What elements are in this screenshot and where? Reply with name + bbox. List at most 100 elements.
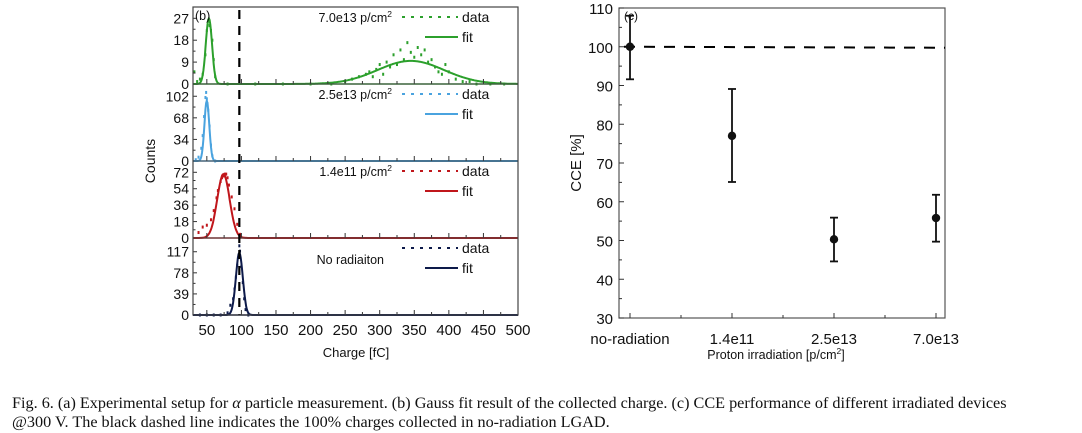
data-point bbox=[196, 80, 199, 84]
data-point bbox=[194, 158, 197, 162]
figure: 0 9 18 27 7.0e13 p/cm2 data fit 0 34 68 102 2.5e13 … bbox=[142, 1, 959, 362]
data-point bbox=[378, 63, 381, 67]
label-tail: ] bbox=[841, 348, 844, 362]
y-tick-label: 100 bbox=[588, 40, 613, 57]
x-tick-label: no-radiation bbox=[590, 331, 669, 348]
y-tick-label: 39 bbox=[173, 286, 189, 302]
x-tick-label: 400 bbox=[436, 322, 461, 339]
y-tick-label: 78 bbox=[173, 265, 189, 281]
data-point bbox=[207, 108, 210, 112]
data-point bbox=[409, 50, 412, 54]
data-point bbox=[201, 134, 204, 138]
data-point bbox=[212, 58, 215, 62]
y-tick-label: 90 bbox=[596, 79, 613, 96]
cce-chart: 30 40 50 60 70 80 90 100 110 no-radiation 1.4e11 2.… bbox=[568, 1, 959, 362]
subplot-0: 0 9 18 27 7.0e13 p/cm2 data fit bbox=[173, 9, 519, 92]
panel-tag: (c) bbox=[624, 9, 638, 23]
data-point bbox=[198, 77, 201, 81]
data-point bbox=[416, 46, 419, 49]
data-point bbox=[468, 80, 471, 84]
data-point bbox=[364, 72, 367, 76]
data-point bbox=[206, 102, 209, 106]
data-point bbox=[413, 55, 416, 59]
data-point bbox=[200, 146, 203, 150]
y-tick-label: 27 bbox=[173, 10, 189, 26]
data-point bbox=[368, 70, 371, 74]
y-tick-label: 0 bbox=[181, 153, 189, 169]
x-tick-label: 2.5e13 bbox=[811, 331, 857, 348]
panel-label: 2.5e13 p/cm2 bbox=[318, 86, 392, 102]
panel-label: 1.4e11 p/cm2 bbox=[319, 163, 392, 179]
x-tick-label: 300 bbox=[367, 322, 392, 339]
data-point bbox=[389, 65, 392, 69]
caption-text: Fig. 6. (a) Experimental setup for bbox=[12, 394, 233, 412]
panel-label: No radiaiton bbox=[317, 253, 384, 267]
x-tick-label: 450 bbox=[471, 322, 496, 339]
y-tick-label: 102 bbox=[166, 88, 190, 104]
data-point bbox=[420, 53, 423, 57]
data-point bbox=[434, 65, 437, 69]
data-point bbox=[201, 72, 204, 76]
y-tick-label: 72 bbox=[173, 164, 189, 180]
x-axis-label: Proton irradiation [p/cm2] bbox=[707, 346, 844, 362]
data-point bbox=[230, 195, 233, 199]
data-point bbox=[221, 176, 224, 180]
data-point bbox=[219, 179, 222, 183]
data-point bbox=[208, 24, 211, 28]
superscript: 2 bbox=[387, 9, 392, 19]
x-tick-label: 350 bbox=[402, 322, 427, 339]
data-point bbox=[423, 48, 426, 52]
data-point bbox=[211, 154, 214, 158]
data-point bbox=[399, 48, 402, 52]
data-point bbox=[226, 176, 229, 180]
data-point bbox=[371, 75, 374, 79]
data-point bbox=[444, 63, 447, 67]
data-point bbox=[406, 41, 409, 45]
y-tick-label: 40 bbox=[596, 272, 613, 289]
data-point bbox=[829, 235, 839, 244]
data-point bbox=[203, 115, 206, 119]
data-point bbox=[197, 231, 200, 235]
y-tick-label: 30 bbox=[596, 311, 613, 328]
subplot-1: 0 34 68 102 2.5e13 p/cm2 data fit bbox=[166, 83, 519, 169]
x-axis-label: Charge [fC] bbox=[323, 345, 389, 360]
data-point bbox=[234, 275, 237, 279]
data-point bbox=[209, 218, 212, 222]
data-point bbox=[382, 72, 385, 76]
caption-line-1: Fig. 6. (a) Experimental setup for α par… bbox=[12, 394, 1078, 413]
legend-data-label: data bbox=[462, 240, 489, 256]
data-point bbox=[208, 124, 211, 128]
legend-data-label: data bbox=[462, 163, 489, 179]
data-point bbox=[207, 19, 210, 23]
data-point bbox=[395, 63, 398, 67]
superscript: 2 bbox=[837, 346, 842, 356]
data-point bbox=[216, 189, 219, 193]
data-point bbox=[227, 183, 230, 187]
y-tick-label: 110 bbox=[589, 1, 613, 18]
y-tick-label: 117 bbox=[167, 244, 190, 260]
x-tick-label: 50 bbox=[198, 322, 215, 339]
data-point bbox=[385, 60, 388, 64]
data-point bbox=[244, 308, 247, 312]
data-point bbox=[461, 80, 464, 84]
x-tick-label: 200 bbox=[298, 322, 323, 339]
panel-label: 7.0e13 p/cm2 bbox=[318, 9, 392, 25]
data-point bbox=[447, 70, 450, 74]
plot-frame bbox=[618, 7, 946, 319]
y-axis-label: CCE [%] bbox=[568, 134, 585, 192]
legend-data-label: data bbox=[462, 9, 489, 25]
data-point bbox=[215, 196, 218, 200]
y-tick-label: 18 bbox=[173, 32, 189, 48]
y-tick-label: 18 bbox=[173, 214, 189, 230]
plot-frame bbox=[192, 6, 519, 316]
data-point bbox=[193, 70, 196, 74]
x-tick-label: 7.0e13 bbox=[913, 331, 959, 348]
y-tick-label: 60 bbox=[596, 195, 613, 212]
data-point bbox=[454, 77, 457, 81]
subplot-3: 0 39 78 117 No radiaiton data fit bbox=[167, 237, 519, 323]
data-point bbox=[211, 38, 214, 42]
charge-histogram-chart: 0 9 18 27 7.0e13 p/cm2 data fit 0 34 68 102 2.5e13 … bbox=[142, 6, 531, 360]
data-point bbox=[205, 90, 208, 94]
data-point bbox=[225, 172, 228, 176]
y-axis-label: Counts bbox=[142, 139, 158, 183]
